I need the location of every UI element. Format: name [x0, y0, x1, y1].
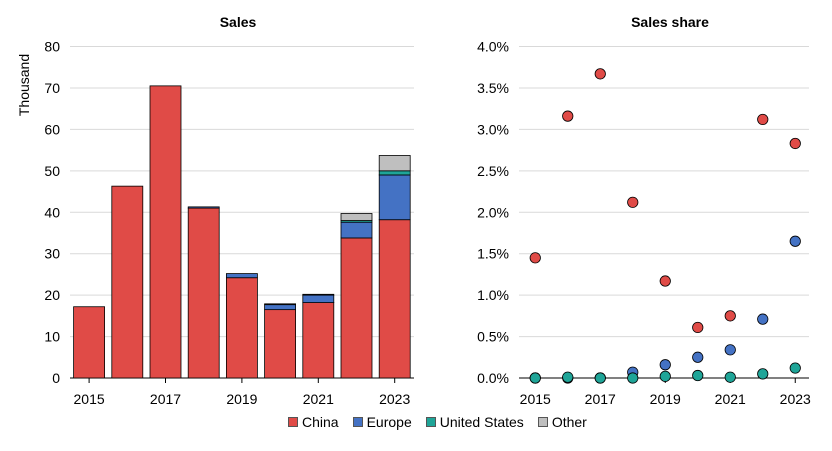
legend-label-europe: Europe	[366, 414, 412, 430]
point-europe	[724, 344, 736, 356]
bar-europe	[187, 206, 220, 209]
point-united-states	[562, 371, 574, 383]
y-tick-label: 0.0%	[477, 370, 509, 386]
x-tick-label: 2019	[650, 391, 681, 407]
point-china	[692, 321, 704, 334]
y-tick-label: 80	[44, 39, 60, 55]
bar-china	[340, 237, 373, 379]
legend-item-united-states: United States	[425, 414, 524, 430]
y-tick-label: 2.5%	[477, 163, 509, 179]
legend-item-europe: Europe	[352, 414, 412, 430]
y-tick-label: 1.0%	[477, 287, 509, 303]
legend-swatch-europe	[352, 417, 363, 427]
x-tick-label: 2015	[74, 391, 105, 407]
x-tick-label: 2017	[150, 391, 181, 407]
point-united-states	[692, 369, 704, 382]
bar-china	[302, 302, 335, 379]
point-united-states	[594, 372, 606, 384]
legend: China Europe United States Other	[288, 412, 587, 432]
bar-china	[187, 207, 220, 379]
bar-other	[340, 213, 373, 221]
y-tick-label: 50	[44, 163, 60, 179]
point-united-states	[659, 370, 671, 382]
point-united-states	[627, 372, 639, 384]
bar-other	[378, 155, 411, 172]
x-tick-label: 2023	[379, 391, 410, 407]
y-tick-label: 20	[44, 287, 60, 303]
y-tick-label: 40	[44, 204, 60, 220]
bar-europe	[264, 304, 297, 311]
point-europe	[692, 351, 704, 363]
bar-europe	[225, 273, 258, 279]
point-europe	[757, 313, 769, 325]
legend-label-china: China	[302, 414, 339, 430]
legend-item-other: Other	[537, 414, 587, 430]
bar-europe	[378, 174, 411, 221]
bar-china	[225, 277, 258, 379]
point-china	[724, 310, 736, 322]
x-tick-label: 2017	[585, 391, 616, 407]
legend-swatch-china	[288, 417, 298, 427]
y-tick-label: 2.0%	[477, 204, 509, 220]
bar-europe	[340, 221, 373, 239]
point-united-states	[789, 362, 801, 374]
bar-china	[111, 185, 144, 379]
legend-swatch-other	[537, 417, 548, 427]
bar-china	[378, 219, 411, 379]
bar-other	[264, 303, 297, 306]
chart-title: Sales share	[631, 14, 709, 30]
point-europe	[659, 359, 671, 371]
point-europe	[789, 235, 801, 247]
chart-title: Sales	[220, 14, 257, 30]
point-united-states	[757, 368, 769, 380]
y-tick-label: 0.5%	[477, 329, 509, 345]
legend-swatch-united-states	[425, 417, 436, 427]
legend-label-other: Other	[551, 414, 587, 430]
bar-europe	[302, 294, 335, 303]
point-china	[562, 110, 574, 122]
x-tick-label: 2015	[520, 391, 551, 407]
y-tick-label: 1.5%	[477, 246, 509, 262]
x-tick-label: 2019	[226, 391, 257, 407]
y-tick-label: 0	[52, 370, 60, 386]
point-united-states	[724, 371, 736, 383]
bar-china	[149, 85, 182, 379]
y-axis-label: Thousand	[16, 54, 32, 116]
bar-china	[264, 309, 297, 379]
y-tick-label: 60	[44, 121, 60, 137]
point-china	[789, 137, 801, 150]
x-tick-label: 2021	[303, 391, 334, 407]
x-tick-label: 2023	[780, 391, 811, 407]
point-china	[659, 275, 671, 287]
y-tick-label: 3.5%	[477, 80, 509, 96]
point-china	[627, 196, 639, 208]
y-tick-label: 10	[44, 329, 60, 345]
y-tick-label: 30	[44, 246, 60, 262]
y-tick-label: 3.0%	[477, 121, 509, 137]
x-tick-label: 2021	[715, 391, 746, 407]
bar-china	[73, 306, 105, 379]
bar-united-states	[378, 170, 411, 176]
y-tick-label: 70	[44, 80, 60, 96]
point-china	[529, 252, 541, 264]
point-united-states	[529, 372, 541, 384]
legend-item-china: China	[288, 414, 339, 430]
y-tick-label: 4.0%	[477, 39, 509, 55]
legend-label-united-states: United States	[439, 414, 524, 430]
point-china	[594, 68, 606, 80]
point-china	[757, 113, 769, 126]
bar-other	[302, 293, 335, 296]
